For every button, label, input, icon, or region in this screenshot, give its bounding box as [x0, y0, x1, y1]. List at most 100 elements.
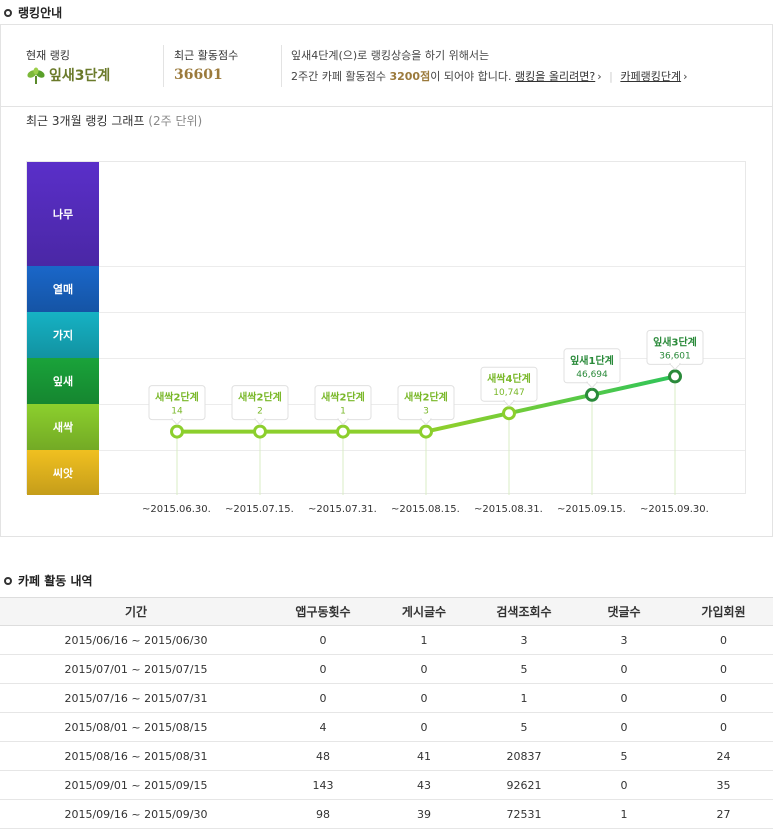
next-rank-line1: 잎새4단계(으)로 랭킹상승을 하기 위해서는 — [291, 49, 490, 62]
data-point — [170, 424, 184, 439]
gridline — [99, 450, 745, 451]
table-row: 2015/09/01 ~ 2015/09/15 143 43 92621 0 35 — [0, 770, 773, 800]
x-tick-label: ~2015.08.31. — [474, 504, 543, 515]
sprout-icon — [27, 67, 45, 84]
link-separator: | — [609, 70, 613, 83]
table-cell: 98 — [272, 799, 374, 829]
data-label-level: 새싹2단계 — [404, 391, 448, 404]
how-to-rank-up-link[interactable]: 랭킹을 올리려면? — [515, 70, 595, 83]
data-label-score: 1 — [340, 407, 346, 417]
table-cell: 0 — [574, 770, 674, 800]
table-cell: 27 — [674, 799, 773, 829]
activity-table-header: 기간 앱구동횟수 게시글수 검색조회수 댓글수 가입회원 — [0, 597, 773, 626]
table-cell: 0 — [574, 683, 674, 713]
activity-table-body: 2015/06/16 ~ 2015/06/30 0 1 3 3 0 2015/07/01 ~… — [0, 625, 773, 829]
column-header: 기간 — [0, 597, 272, 626]
table-cell: 3 — [574, 625, 674, 655]
x-tick-label: ~2015.07.15. — [225, 504, 294, 515]
table-row: 2015/08/01 ~ 2015/08/15 4 0 5 0 0 — [0, 712, 773, 742]
activity-section-title-text: 카페 활동 내역 — [18, 574, 93, 588]
activity-table: 기간 앱구동횟수 게시글수 검색조회수 댓글수 가입회원 2015/06/16 ~ 201… — [0, 597, 773, 829]
bullet-icon — [4, 576, 12, 585]
table-cell: 72531 — [474, 799, 574, 829]
data-label-level: 잎새3단계 — [653, 335, 697, 348]
data-label-level: 새싹2단계 — [155, 391, 199, 404]
next-rank-suffix: 이 되어야 합니다. — [430, 70, 512, 83]
table-row: 2015/07/16 ~ 2015/07/31 0 0 1 0 0 — [0, 683, 773, 713]
how-to-rank-up-text: 랭킹을 올리려면? — [515, 70, 596, 83]
data-label-level: 새싹2단계 — [238, 391, 282, 404]
level-band-4: 가지 — [27, 312, 99, 358]
data-label-level: 잎새1단계 — [570, 354, 614, 367]
table-cell: 43 — [374, 770, 474, 800]
table-cell: 4 — [272, 712, 374, 742]
table-cell: 35 — [674, 770, 773, 800]
table-row: 2015/07/01 ~ 2015/07/15 0 0 5 0 0 — [0, 654, 773, 684]
data-point — [253, 424, 267, 439]
table-cell: 0 — [674, 625, 773, 655]
table-cell: 20837 — [474, 741, 574, 771]
table-cell: 2015/09/16 ~ 2015/09/30 — [0, 799, 272, 829]
data-label-score: 46,694 — [576, 370, 608, 380]
data-point — [502, 406, 516, 421]
data-label-score: 36,601 — [659, 351, 691, 361]
x-tick-label: ~2015.09.30. — [640, 504, 709, 515]
table-row: 2015/06/16 ~ 2015/06/30 0 1 3 3 0 — [0, 625, 773, 655]
data-point — [336, 424, 350, 439]
table-cell: 48 — [272, 741, 374, 771]
current-rank-label: 현재 랭킹 — [26, 49, 70, 62]
table-cell: 0 — [374, 683, 474, 713]
current-rank-value: 잎새3단계 — [26, 65, 110, 85]
table-cell: 0 — [374, 712, 474, 742]
table-cell: 2015/06/16 ~ 2015/06/30 — [0, 625, 272, 655]
table-cell: 0 — [574, 712, 674, 742]
ranking-info-row: 현재 랭킹 잎새3단계 최근 활동점수 36601 잎새4단계(으)로 랭킹상승… — [1, 25, 772, 107]
data-label: 새싹2단계 2 — [231, 385, 289, 426]
table-cell: 5 — [474, 654, 574, 684]
next-rank-line2: 2주간 카페 활동점수 3200점이 되어야 합니다. 랭킹을 올리려면? › |… — [291, 68, 688, 84]
table-cell: 1 — [374, 625, 474, 655]
data-label-score: 10,747 — [493, 388, 525, 398]
table-cell: 39 — [374, 799, 474, 829]
table-cell: 0 — [272, 654, 374, 684]
column-header: 댓글수 — [574, 597, 674, 626]
recent-score-label: 최근 활동점수 — [174, 49, 239, 62]
recent-score-value: 36601 — [174, 67, 223, 83]
column-header: 가입회원 — [674, 597, 773, 626]
x-tick-label: ~2015.06.30. — [142, 504, 211, 515]
level-band-3: 잎새 — [27, 358, 99, 404]
graph-title: 최근 3개월 랭킹 그래프 (2주 단위) — [26, 112, 202, 129]
table-cell: 0 — [374, 654, 474, 684]
x-tick-label: ~2015.07.31. — [308, 504, 377, 515]
table-cell: 2015/09/01 ~ 2015/09/15 — [0, 770, 272, 800]
data-label-score: 14 — [171, 407, 183, 417]
ranking-section-title: 랭킹안내 — [4, 4, 62, 21]
divider — [281, 45, 282, 87]
chevron-right-icon: › — [597, 70, 602, 83]
ranking-section-title-text: 랭킹안내 — [18, 6, 63, 20]
data-label: 잎새3단계 36,601 — [646, 329, 704, 371]
level-band-1: 씨앗 — [27, 450, 99, 495]
required-points: 3200점 — [389, 70, 431, 83]
cafe-ranking-levels-link[interactable]: 카페랭킹단계 — [620, 70, 681, 83]
table-cell: 0 — [272, 683, 374, 713]
gridline — [99, 312, 745, 313]
data-point — [585, 387, 599, 402]
x-tick-label: ~2015.08.15. — [391, 504, 460, 515]
table-cell: 0 — [674, 683, 773, 713]
column-header: 앱구동횟수 — [272, 597, 374, 626]
table-cell: 41 — [374, 741, 474, 771]
table-cell: 0 — [674, 712, 773, 742]
level-band-5: 열매 — [27, 266, 99, 312]
data-label-level: 새싹2단계 — [321, 391, 365, 404]
chevron-right-icon: › — [683, 70, 688, 83]
table-cell: 2015/07/16 ~ 2015/07/31 — [0, 683, 272, 713]
data-label-score: 3 — [423, 407, 429, 417]
divider — [163, 45, 164, 87]
table-row: 2015/09/16 ~ 2015/09/30 98 39 72531 1 27 — [0, 799, 773, 829]
table-cell: 5 — [574, 741, 674, 771]
table-cell: 143 — [272, 770, 374, 800]
data-label: 새싹2단계 1 — [314, 385, 372, 426]
data-label-level: 새싹4단계 — [487, 372, 531, 385]
data-label: 새싹2단계 3 — [397, 385, 455, 426]
